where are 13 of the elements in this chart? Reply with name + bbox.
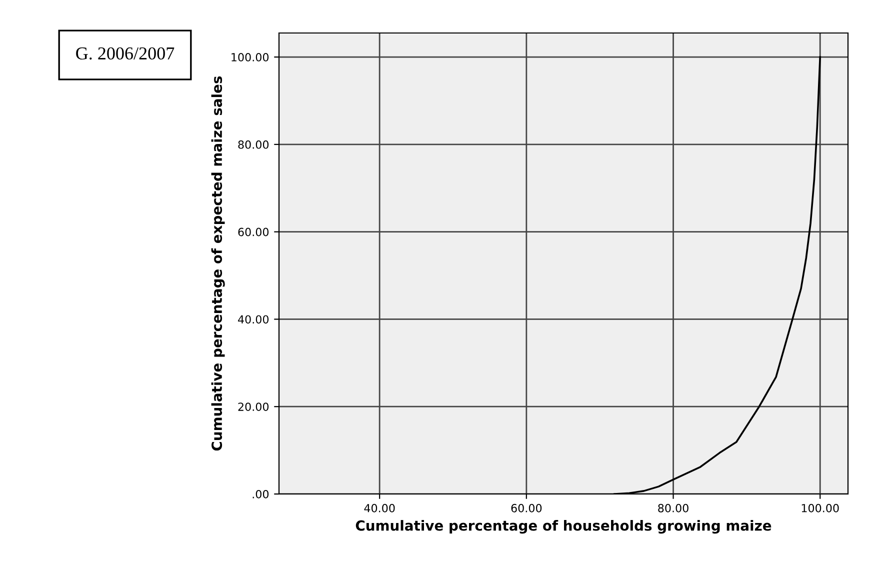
x-tick-label: 100.00 (802, 504, 839, 512)
y-tick-label: 100.00 (232, 53, 269, 62)
y-tick-label: 60.00 (238, 228, 269, 236)
y-tick-label: 20.00 (238, 402, 269, 411)
x-axis-title: Cumulative percentage of households growing maize (356, 520, 772, 534)
y-tick-label: .00 (252, 490, 269, 498)
x-tick-label: 40.00 (364, 504, 395, 512)
y-tick-label: 40.00 (238, 315, 269, 324)
y-axis-title: Cumulative percentage of expected maize sales (211, 76, 225, 451)
x-tick-label: 60.00 (511, 504, 542, 512)
x-tick-label: 80.00 (658, 504, 688, 512)
text: G. 2006/2007 (76, 47, 174, 60)
y-tick-label: 80.00 (238, 140, 269, 149)
